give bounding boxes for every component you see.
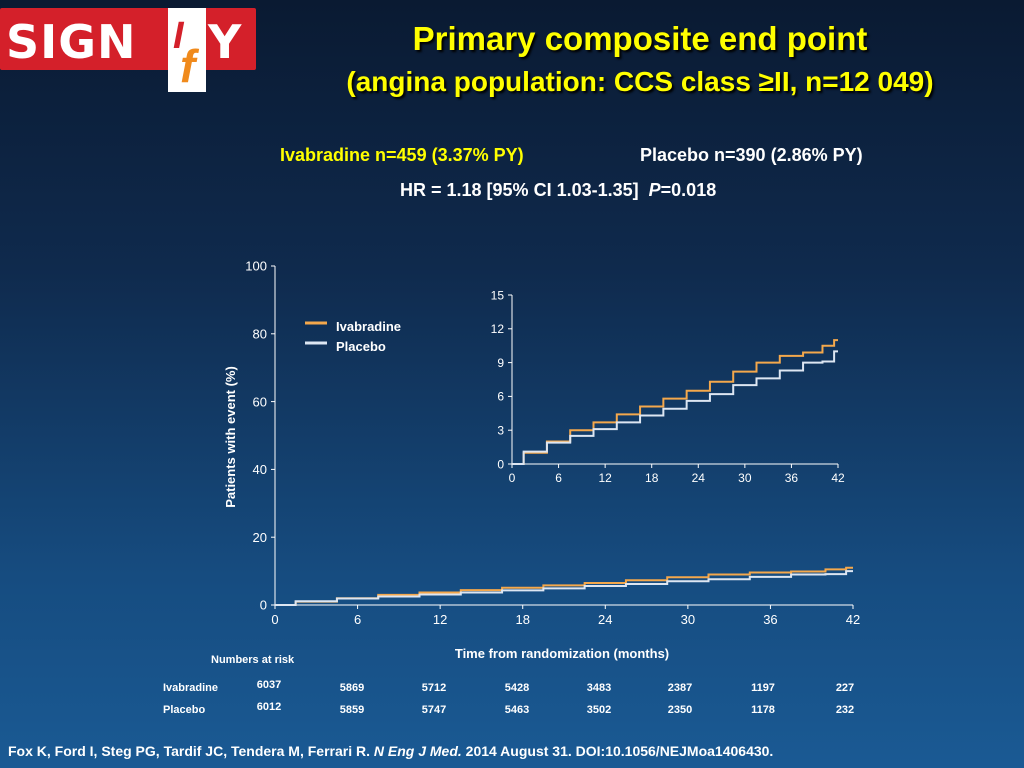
y-axis-label: Patients with event (%) <box>223 366 238 508</box>
citation: Fox K, Ford I, Steg PG, Tardif JC, Tende… <box>8 743 773 759</box>
ivabradine-stat: Ivabradine n=459 (3.37% PY) <box>280 145 524 165</box>
legend-label-ivabradine: Ivabradine <box>336 319 401 334</box>
citation-rest: 2014 August 31. DOI:10.1056/NEJMoa140643… <box>465 743 774 759</box>
risk-cell: 6012 <box>257 701 281 713</box>
inset-x-tick-label: 30 <box>738 471 752 485</box>
main-x-tick-label: 42 <box>846 612 860 627</box>
page-title: Primary composite end point <box>412 20 868 57</box>
main-x-tick-label: 0 <box>271 612 278 627</box>
main-y-tick-label: 40 <box>253 462 267 477</box>
risk-row-label: Ivabradine <box>163 682 218 694</box>
placebo-stat: Placebo n=390 (2.86% PY) <box>640 145 863 165</box>
main-y-tick-label: 20 <box>253 530 267 545</box>
logo-text-left: SIGN <box>6 15 137 69</box>
main-x-tick-label: 24 <box>598 612 612 627</box>
risk-cell: 227 <box>836 682 854 694</box>
main-y-tick-label: 60 <box>253 394 267 409</box>
inset-line-placebo <box>512 350 838 465</box>
citation-journal: N Eng J Med. <box>373 743 462 759</box>
inset-x-tick-label: 0 <box>509 471 516 485</box>
signify-logo: SIGN Y I f <box>0 8 256 92</box>
x-axis-label: Time from randomization (months) <box>455 646 669 661</box>
inset-x-tick-label: 24 <box>692 471 706 485</box>
main-x-tick-label: 18 <box>515 612 529 627</box>
inset-x-tick-label: 6 <box>555 471 562 485</box>
main-x-tick-label: 36 <box>763 612 777 627</box>
risk-table-header: Numbers at risk <box>211 654 295 666</box>
inset-y-tick-label: 9 <box>497 356 504 370</box>
risk-cell: 5869 <box>340 682 364 694</box>
risk-cell: 2350 <box>668 704 692 716</box>
inset-x-tick-label: 42 <box>831 471 845 485</box>
inset-line-ivabradine <box>512 339 838 465</box>
risk-cell: 5463 <box>505 704 529 716</box>
hazard-ratio-line: HR = 1.18 [95% CI 1.03-1.35] P=0.018 <box>400 180 716 201</box>
risk-cell: 232 <box>836 704 854 716</box>
main-y-tick-label: 0 <box>260 598 267 613</box>
inset-x-tick-label: 12 <box>598 471 612 485</box>
main-x-tick-label: 30 <box>681 612 695 627</box>
risk-cell: 1197 <box>751 682 775 694</box>
main-y-tick-label: 80 <box>253 326 267 341</box>
main-x-tick-label: 12 <box>433 612 447 627</box>
p-label: P <box>648 180 661 200</box>
p-value: =0.018 <box>660 180 717 200</box>
main-y-tick-label: 100 <box>245 259 267 274</box>
risk-table: Numbers at risk Ivabradine 6037 5869 5712 54… <box>163 654 854 716</box>
risk-cell: 5428 <box>505 682 529 694</box>
main-x-tick-label: 6 <box>354 612 361 627</box>
risk-cell: 5712 <box>422 682 446 694</box>
logo-text-right: Y <box>208 15 243 69</box>
inset-series <box>512 339 838 465</box>
legend: Ivabradine Placebo <box>305 319 401 354</box>
logo-mark: f <box>180 40 200 92</box>
inset-y-tick-label: 3 <box>497 424 504 438</box>
risk-cell: 5859 <box>340 704 364 716</box>
inset-y-tick-label: 0 <box>497 457 504 471</box>
risk-cell: 3502 <box>587 704 611 716</box>
citation-authors: Fox K, Ford I, Steg PG, Tardif JC, Tende… <box>8 743 370 759</box>
main-line-placebo <box>275 570 853 606</box>
inset-y-tick-label: 15 <box>491 288 505 302</box>
inset-x-tick-label: 36 <box>785 471 799 485</box>
risk-cell: 3483 <box>587 682 611 694</box>
inset-x-tick-label: 18 <box>645 471 659 485</box>
logo-mark-icon: I f <box>168 8 206 92</box>
risk-cell: 6037 <box>257 679 281 691</box>
legend-label-placebo: Placebo <box>336 339 386 354</box>
risk-cell: 5747 <box>422 704 446 716</box>
logo-mark-small: I <box>173 15 185 57</box>
inset-y-tick-label: 12 <box>491 322 505 336</box>
inset-y-tick-label: 6 <box>497 390 504 404</box>
page-subtitle: (angina population: CCS class ≥II, n=12 … <box>346 66 934 97</box>
risk-cell: 1178 <box>751 704 775 716</box>
risk-row-label: Placebo <box>163 704 205 716</box>
risk-cell: 2387 <box>668 682 692 694</box>
logo-background <box>0 8 256 70</box>
main-series <box>275 566 853 606</box>
hazard-ratio: HR = 1.18 [95% CI 1.03-1.35] <box>400 180 639 200</box>
